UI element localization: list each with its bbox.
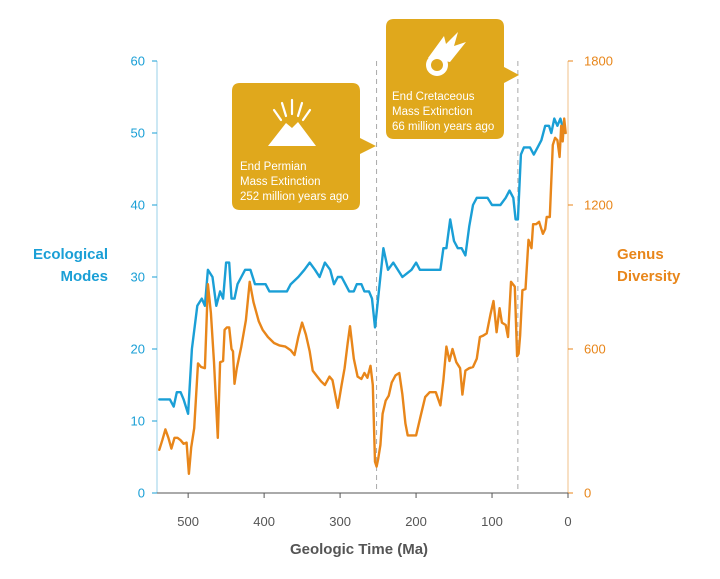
- right-tick-label: 0: [584, 486, 591, 501]
- left-axis-title-line-1: Ecological: [33, 246, 108, 263]
- callout-end-permian-line-2: Mass Extinction: [240, 176, 321, 188]
- left-tick-label: 50: [131, 126, 145, 141]
- left-tick-label: 30: [131, 270, 145, 285]
- callout-end-permian: End Permian Mass Extinction 252 million …: [232, 83, 376, 210]
- x-tick-label: 0: [564, 514, 571, 529]
- right-tick-label: 600: [584, 342, 606, 357]
- left-tick-label: 40: [131, 198, 145, 213]
- callout-end-cretaceous-box: [386, 19, 519, 139]
- right-tick-label: 1800: [584, 54, 613, 69]
- volcano-icon: [268, 98, 316, 146]
- ecological-modes-series-line: [158, 117, 566, 415]
- callout-end-permian-line-1: End Permian: [240, 161, 306, 173]
- callout-end-permian-line-3: 252 million years ago: [240, 191, 349, 203]
- callout-end-cretaceous-line-1: End Cretaceous: [392, 91, 475, 103]
- genus-diversity-series-line: [158, 117, 567, 475]
- right-tick-label: 1200: [584, 198, 613, 213]
- x-tick-label: 400: [253, 514, 275, 529]
- right-axis-title-line-2: Diversity: [617, 268, 681, 285]
- callout-end-cretaceous-line-3: 66 million years ago: [392, 121, 494, 133]
- left-tick-label: 0: [138, 486, 145, 501]
- left-tick-label: 10: [131, 414, 145, 429]
- x-tick-label: 500: [177, 514, 199, 529]
- callout-end-permian-box: [232, 83, 376, 210]
- x-tick-label: 100: [481, 514, 503, 529]
- left-tick-label: 60: [131, 54, 145, 69]
- left-tick-label: 20: [131, 342, 145, 357]
- callout-end-cretaceous-line-2: Mass Extinction: [392, 106, 473, 118]
- callout-end-cretaceous: End Cretaceous Mass Extinction 66 millio…: [386, 19, 519, 139]
- left-axis-title-line-2: Modes: [60, 268, 108, 285]
- right-axis-title-line-1: Genus: [617, 246, 664, 263]
- x-axis-title: Geologic Time (Ma): [290, 541, 428, 558]
- x-tick-label: 200: [405, 514, 427, 529]
- x-tick-label: 300: [329, 514, 351, 529]
- meteor-icon: [426, 32, 466, 76]
